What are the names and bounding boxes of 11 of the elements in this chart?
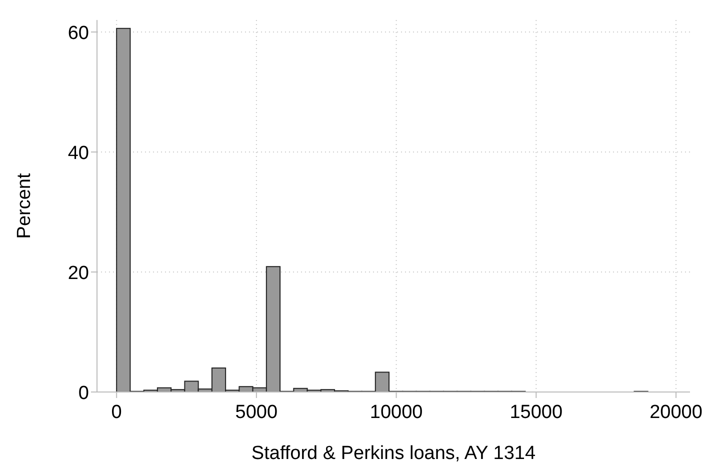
x-tick-label: 10000 [370,402,423,423]
x-axis-title: Stafford & Perkins loans, AY 1314 [251,443,536,464]
x-tick-label: 0 [111,402,122,423]
x-tick-label: 20000 [650,402,702,423]
y-axis-title: Percent [14,172,35,239]
x-tick-label: 15000 [510,402,563,423]
x-tick-label: 5000 [235,402,278,423]
y-tick-label: 0 [78,383,89,404]
y-tick-label: 20 [68,263,89,284]
y-tick-label: 60 [68,23,89,44]
y-tick-label: 40 [68,143,89,164]
